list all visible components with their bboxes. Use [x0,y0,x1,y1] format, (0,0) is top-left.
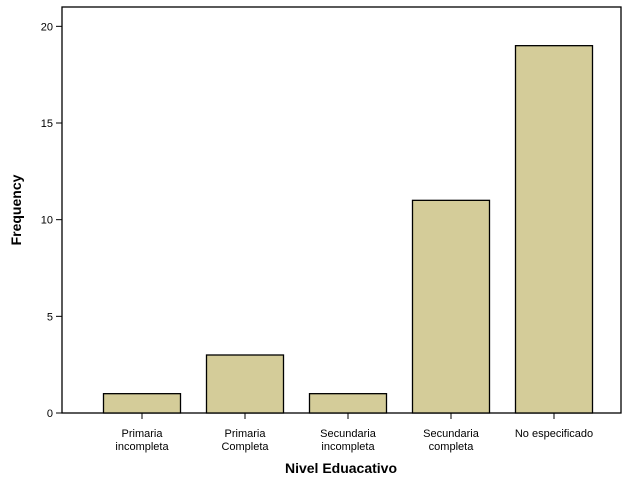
bar [411,199,491,414]
bar [308,393,388,414]
x-tick-label: Primaria [225,428,267,440]
x-tick-label: incompleta [115,441,169,453]
y-tick-label: 15 [41,118,53,130]
x-tick-label: completa [429,441,475,453]
bars [102,45,594,414]
x-tick-label: Completa [221,441,269,453]
x-axis: PrimariaincompletaPrimariaCompletaSecund… [115,413,593,453]
y-tick-label: 10 [41,215,53,227]
y-tick-label: 0 [47,408,53,420]
y-tick-label: 20 [41,21,53,33]
x-axis-title: Nivel Eduacativo [285,460,397,476]
y-axis-title: Frequency [8,174,24,245]
y-tick-label: 5 [47,311,53,323]
bar [514,45,594,414]
y-axis: 0 5 10 15 20 [41,21,62,420]
x-tick-label: incompleta [321,441,375,453]
bar [102,393,182,414]
x-tick-label: Secundaria [423,428,480,440]
x-tick-label: Secundaria [320,428,377,440]
bar [205,354,285,414]
x-tick-label: Primaria [122,428,164,440]
x-tick-label: No especificado [515,428,593,440]
